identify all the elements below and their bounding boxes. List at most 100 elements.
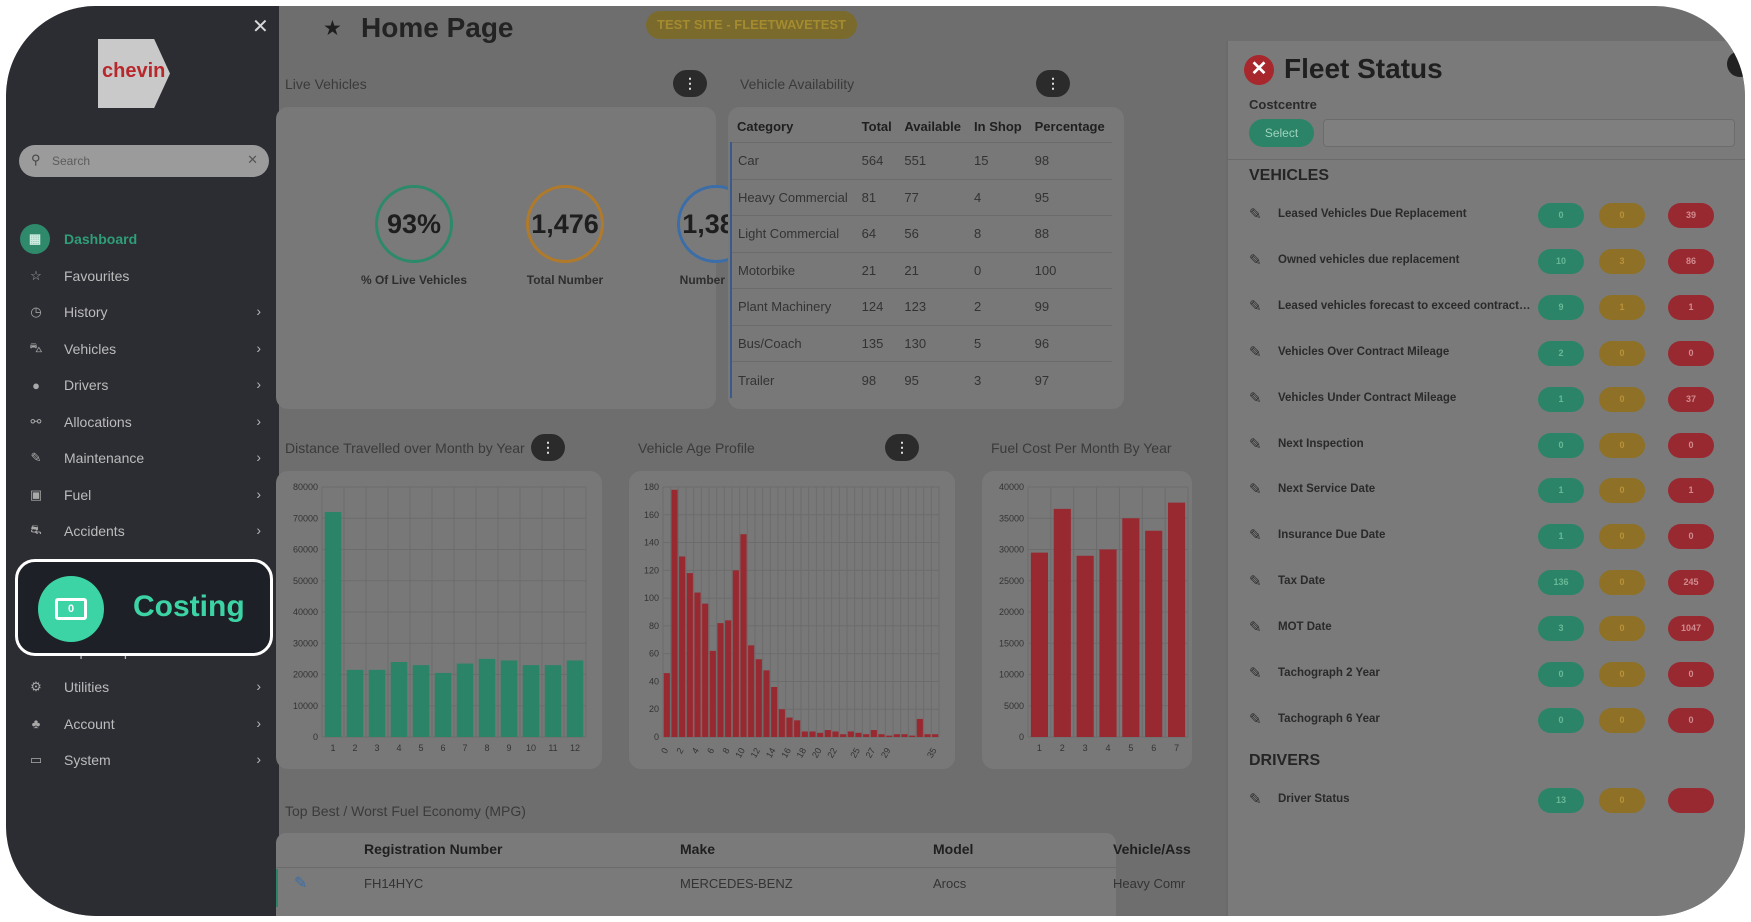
- table-row[interactable]: Light Commercial 64 56 8 88: [730, 215, 1112, 252]
- table-row[interactable]: Trailer 98 95 3 97: [730, 361, 1112, 398]
- red-count-badge[interactable]: 245: [1668, 570, 1714, 596]
- red-count-badge[interactable]: 37: [1668, 386, 1714, 412]
- edit-icon[interactable]: ✎: [1249, 251, 1262, 269]
- bar[interactable]: [500, 660, 518, 737]
- table-row[interactable]: Bus/Coach 135 130 5 96: [730, 324, 1112, 362]
- sidebar-item-maintenance[interactable]: ✎ Maintenance ›: [6, 440, 279, 477]
- edit-icon[interactable]: ✎: [1249, 297, 1262, 315]
- amber-count-badge[interactable]: 0: [1599, 788, 1645, 813]
- amber-count-badge[interactable]: 0: [1599, 570, 1645, 596]
- table-row[interactable]: Heavy Commercial 81 77 4 95: [730, 178, 1112, 216]
- bar[interactable]: [1099, 549, 1117, 738]
- bar[interactable]: [855, 732, 862, 737]
- fleet-status-row[interactable]: ✎ Insurance Due Date 1 0 0: [1249, 522, 1729, 552]
- bar[interactable]: [924, 734, 931, 737]
- bar[interactable]: [755, 659, 762, 737]
- green-count-badge[interactable]: 10: [1538, 248, 1584, 274]
- sidebar-item-system[interactable]: ▭ System ›: [6, 742, 279, 779]
- edit-icon[interactable]: ✎: [1249, 791, 1262, 808]
- bar[interactable]: [709, 650, 716, 737]
- red-count-badge[interactable]: 0: [1668, 662, 1714, 687]
- bar[interactable]: [368, 669, 386, 737]
- fleet-status-row[interactable]: ✎ Tachograph 2 Year 0 0 0: [1249, 660, 1729, 690]
- fleet-status-row[interactable]: ✎ Driver Status 13 0: [1249, 786, 1729, 816]
- fleet-status-row[interactable]: ✎ Leased vehicles forecast to exceed cont…: [1249, 293, 1729, 323]
- green-count-badge[interactable]: 1: [1538, 478, 1584, 504]
- table-row[interactable]: Plant Machinery 124 123 2 99: [730, 288, 1112, 325]
- fleet-status-row[interactable]: ✎ Vehicles Over Contract Mileage 2 0 0: [1249, 339, 1729, 369]
- bar[interactable]: [686, 573, 693, 737]
- close-sidebar-icon[interactable]: ✕: [252, 16, 269, 38]
- sidebar-item-drivers[interactable]: ● Drivers ›: [6, 367, 279, 404]
- fleet-status-row[interactable]: ✎ Vehicles Under Contract Mileage 1 0 37: [1249, 385, 1729, 415]
- green-count-badge[interactable]: 1: [1538, 386, 1584, 412]
- distance-chart-menu-icon[interactable]: ⋮: [531, 434, 565, 461]
- amber-count-badge[interactable]: 0: [1599, 432, 1645, 458]
- live-vehicles-menu-icon[interactable]: ⋮: [673, 70, 707, 97]
- column-header[interactable]: Total: [861, 119, 892, 134]
- chevin-logo[interactable]: chevin: [98, 39, 170, 108]
- bar[interactable]: [671, 489, 678, 737]
- bar[interactable]: [324, 512, 342, 737]
- column-header[interactable]: Category: [737, 119, 794, 134]
- fleet-status-row[interactable]: ✎ Leased Vehicles Due Replacement 0 0 39: [1249, 201, 1729, 231]
- green-count-badge[interactable]: 9: [1538, 294, 1584, 320]
- star-icon[interactable]: ★: [323, 17, 342, 40]
- bar[interactable]: [663, 673, 670, 737]
- bar[interactable]: [847, 731, 854, 737]
- age-profile-menu-icon[interactable]: ⋮: [885, 434, 919, 461]
- costing-callout[interactable]: 0 Costing: [15, 559, 273, 656]
- green-count-badge[interactable]: 13: [1538, 788, 1584, 813]
- red-count-badge[interactable]: 86: [1668, 248, 1714, 274]
- table-row[interactable]: Motorbike 21 21 0 100: [730, 251, 1112, 289]
- sidebar-item-favourites[interactable]: ☆ Favourites: [6, 258, 279, 295]
- clear-search-icon[interactable]: ✕: [247, 152, 258, 167]
- edit-icon[interactable]: ✎: [1249, 527, 1262, 545]
- costcentre-input[interactable]: [1323, 119, 1735, 147]
- fleet-status-row[interactable]: ✎ Tachograph 6 Year 0 0 0: [1249, 706, 1729, 736]
- bar[interactable]: [522, 665, 540, 737]
- costcentre-select-button[interactable]: Select: [1249, 119, 1314, 147]
- amber-count-badge[interactable]: 0: [1599, 386, 1645, 412]
- bar[interactable]: [901, 734, 908, 737]
- green-count-badge[interactable]: 0: [1538, 707, 1584, 733]
- search-input[interactable]: [52, 152, 232, 170]
- sidebar-item-account[interactable]: ♣ Account ›: [6, 706, 279, 743]
- amber-count-badge[interactable]: 0: [1599, 524, 1645, 550]
- bar[interactable]: [886, 735, 893, 737]
- sidebar-item-dashboard[interactable]: ▦ Dashboard: [6, 221, 279, 258]
- red-count-badge[interactable]: 39: [1668, 203, 1714, 228]
- bar[interactable]: [794, 720, 801, 737]
- bar[interactable]: [412, 665, 430, 737]
- bar[interactable]: [824, 730, 831, 737]
- bar[interactable]: [801, 731, 808, 737]
- edit-icon[interactable]: ✎: [1249, 206, 1262, 223]
- amber-count-badge[interactable]: 0: [1599, 662, 1645, 687]
- sidebar-item-utilities[interactable]: ⚙ Utilities ›: [6, 669, 279, 706]
- sidebar-item-vehicles[interactable]: ⛍ Vehicles ›: [6, 331, 279, 368]
- green-count-badge[interactable]: 1: [1538, 524, 1584, 550]
- bar[interactable]: [702, 603, 709, 737]
- bar[interactable]: [434, 672, 452, 737]
- red-count-badge[interactable]: 0: [1668, 707, 1714, 733]
- green-count-badge[interactable]: 3: [1538, 616, 1584, 642]
- amber-count-badge[interactable]: 0: [1599, 707, 1645, 733]
- bar[interactable]: [456, 663, 474, 737]
- column-header[interactable]: Percentage: [1034, 119, 1105, 134]
- bar[interactable]: [916, 718, 923, 737]
- bar[interactable]: [1122, 518, 1140, 737]
- bar[interactable]: [740, 534, 747, 737]
- bar[interactable]: [717, 623, 724, 737]
- red-count-badge[interactable]: 1: [1668, 294, 1714, 320]
- red-count-badge[interactable]: 0: [1668, 524, 1714, 550]
- fleet-status-row[interactable]: ✎ Next Service Date 1 0 1: [1249, 476, 1729, 506]
- sidebar-item-allocations[interactable]: ⚯ Allocations ›: [6, 404, 279, 441]
- bar[interactable]: [544, 665, 562, 737]
- column-header[interactable]: In Shop: [974, 119, 1022, 134]
- bar[interactable]: [679, 556, 686, 737]
- amber-count-badge[interactable]: 0: [1599, 340, 1645, 366]
- green-count-badge[interactable]: 2: [1538, 340, 1584, 366]
- red-count-badge[interactable]: 0: [1668, 340, 1714, 366]
- edit-icon[interactable]: ✎: [1249, 619, 1262, 637]
- bar[interactable]: [932, 734, 939, 737]
